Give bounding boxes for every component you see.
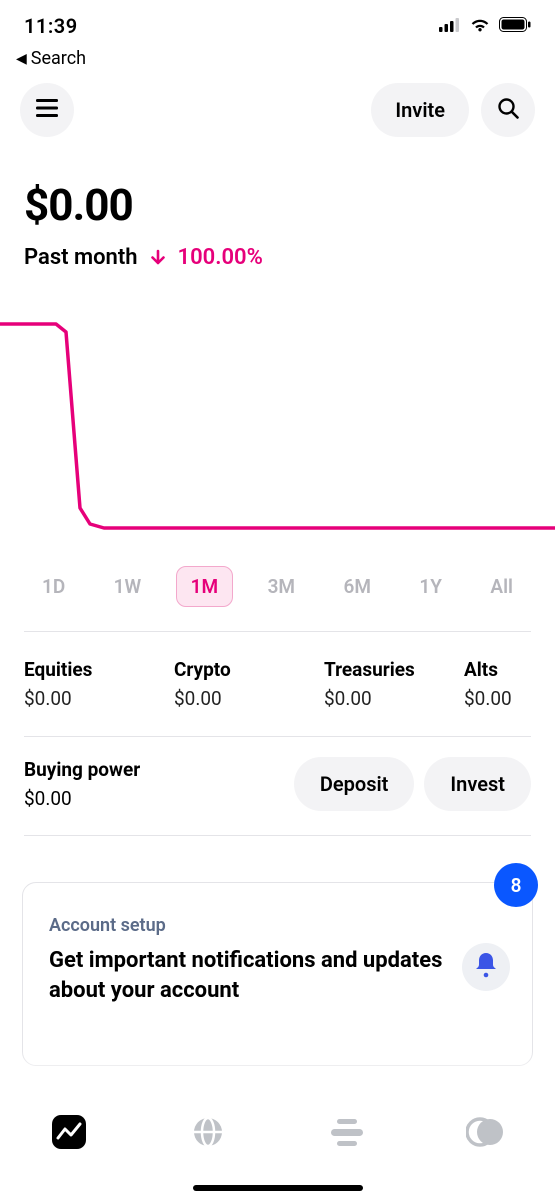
- range-1y[interactable]: 1Y: [405, 567, 456, 606]
- asset-label: Alts: [464, 658, 531, 681]
- invite-button[interactable]: Invite: [371, 83, 469, 137]
- notification-icon-circle: [462, 943, 510, 991]
- change-percent: 100.00%: [178, 245, 263, 270]
- period-label: Past month: [24, 245, 138, 270]
- range-6m[interactable]: 6M: [330, 567, 385, 606]
- range-1d[interactable]: 1D: [28, 567, 79, 606]
- buying-power-info: Buying power $0.00: [24, 758, 284, 810]
- back-caret-icon: ◀: [16, 51, 27, 67]
- invest-button[interactable]: Invest: [424, 757, 531, 811]
- bell-icon: [473, 951, 499, 983]
- asset-alts[interactable]: Alts $0.00: [464, 658, 531, 710]
- search-button[interactable]: [481, 83, 535, 137]
- tab-profile[interactable]: [461, 1109, 511, 1159]
- battery-icon: [499, 17, 531, 36]
- asset-value: $0.00: [324, 687, 464, 710]
- wifi-icon: [469, 16, 491, 36]
- bottom-tab-bar: [0, 1091, 555, 1201]
- card-count-badge: 8: [494, 863, 538, 907]
- back-label: Search: [31, 48, 86, 69]
- invest-label: Invest: [450, 772, 505, 796]
- balance-section: $0.00 Past month 100.00%: [0, 143, 555, 270]
- card-stack: 8 Account setup Get important notificati…: [0, 882, 555, 1066]
- range-1m[interactable]: 1M: [176, 566, 233, 607]
- asset-label: Crypto: [174, 658, 324, 681]
- status-time: 11:39: [24, 14, 78, 38]
- asset-label: Treasuries: [324, 658, 464, 681]
- chart-line-icon: [49, 1112, 89, 1156]
- assets-row: Equities $0.00 Crypto $0.00 Treasuries $…: [0, 632, 555, 736]
- asset-value: $0.00: [464, 687, 531, 710]
- list-icon: [329, 1117, 365, 1151]
- card-kicker: Account setup: [49, 915, 506, 936]
- asset-treasuries[interactable]: Treasuries $0.00: [324, 658, 464, 710]
- range-selector: 1D 1W 1M 3M 6M 1Y All: [0, 548, 555, 631]
- asset-crypto[interactable]: Crypto $0.00: [174, 658, 324, 710]
- deposit-label: Deposit: [320, 772, 389, 796]
- tab-feed[interactable]: [322, 1109, 372, 1159]
- account-setup-card[interactable]: 8 Account setup Get important notificati…: [22, 882, 533, 1066]
- buying-power-value: $0.00: [24, 787, 284, 810]
- range-1w[interactable]: 1W: [100, 567, 156, 606]
- invite-label: Invite: [395, 98, 445, 122]
- trend-down-icon: [148, 248, 168, 268]
- period-row: Past month 100.00%: [24, 245, 531, 270]
- cellular-icon: [439, 17, 461, 36]
- asset-label: Equities: [24, 658, 174, 681]
- globe-icon: [190, 1114, 226, 1154]
- home-indicator[interactable]: [193, 1185, 363, 1191]
- tab-explore[interactable]: [183, 1109, 233, 1159]
- range-3m[interactable]: 3M: [254, 567, 309, 606]
- deposit-button[interactable]: Deposit: [294, 757, 415, 811]
- buying-power-label: Buying power: [24, 758, 284, 781]
- card-title: Get important notifications and updates …: [49, 946, 449, 1005]
- search-icon: [497, 97, 519, 123]
- status-bar: 11:39: [0, 0, 555, 44]
- buying-power-row: Buying power $0.00 Deposit Invest: [0, 737, 555, 835]
- asset-value: $0.00: [174, 687, 324, 710]
- asset-equities[interactable]: Equities $0.00: [24, 658, 174, 710]
- range-all[interactable]: All: [476, 567, 527, 606]
- asset-value: $0.00: [24, 687, 174, 710]
- tab-home[interactable]: [44, 1109, 94, 1159]
- top-bar: Invite: [0, 77, 555, 143]
- back-to-search[interactable]: ◀ Search: [0, 44, 555, 77]
- menu-button[interactable]: [20, 83, 74, 137]
- status-indicators: [439, 16, 531, 36]
- portfolio-chart[interactable]: [0, 318, 555, 548]
- divider: [24, 835, 531, 836]
- hamburger-icon: [36, 99, 58, 121]
- coins-icon: [466, 1115, 506, 1153]
- balance-amount: $0.00: [24, 179, 531, 231]
